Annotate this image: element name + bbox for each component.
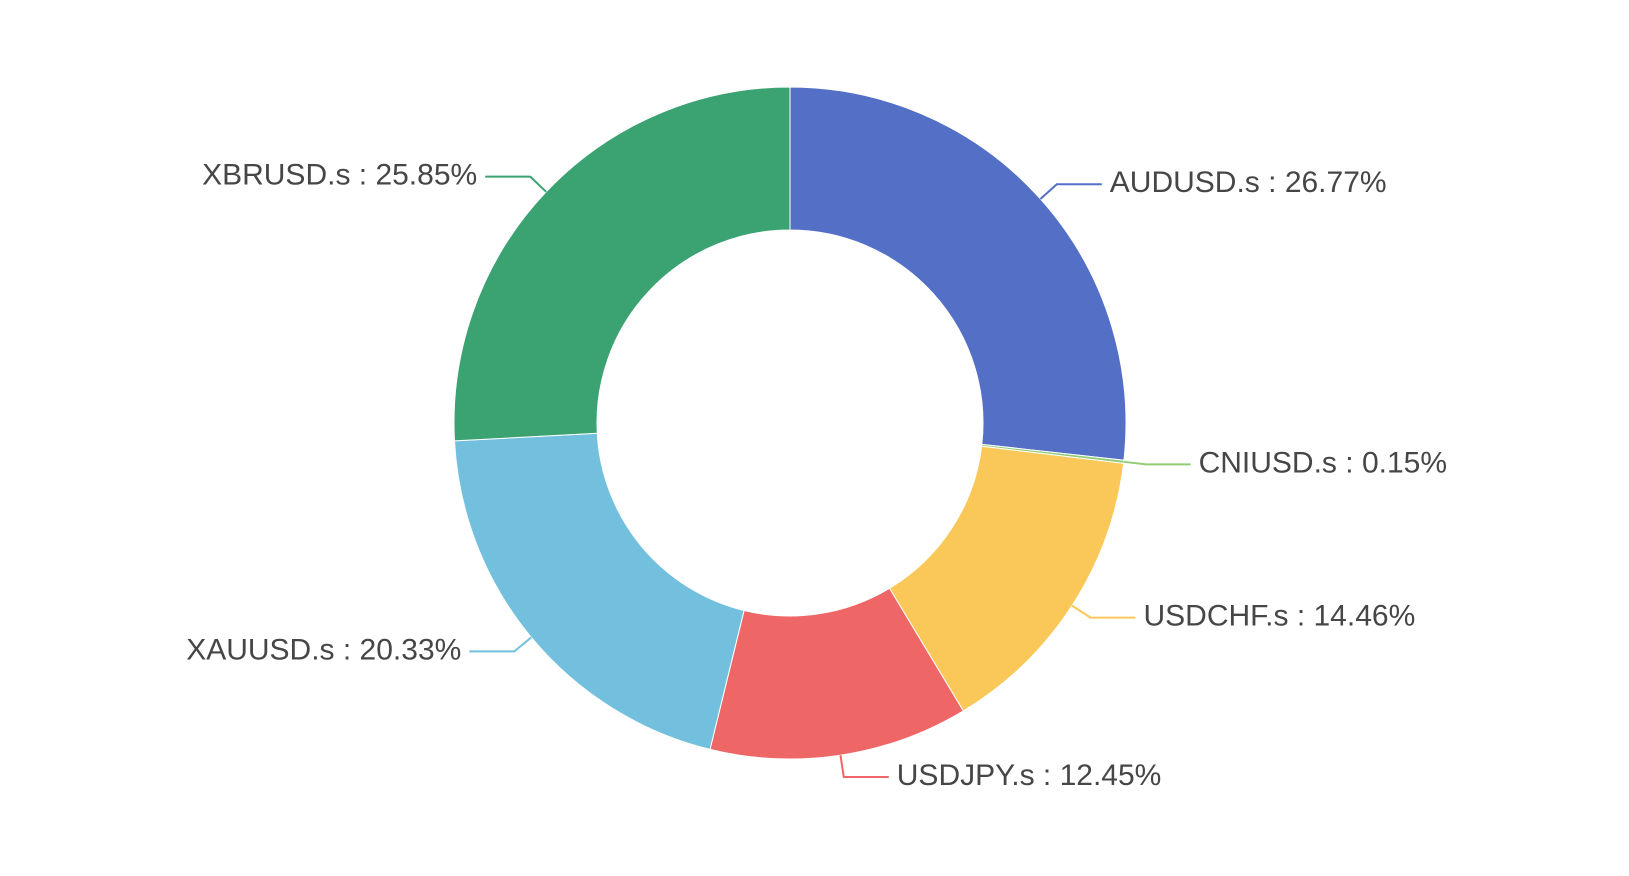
label-line: [469, 636, 532, 653]
slice: [453, 432, 745, 750]
slice: [453, 86, 791, 442]
label-line: [1123, 460, 1191, 466]
slice-label: XBRUSD.s : 25.85%: [202, 159, 477, 192]
label-line: [1071, 604, 1136, 619]
label-line: [485, 175, 547, 193]
slice-label: AUDUSD.s : 26.77%: [1110, 166, 1387, 199]
slice-label: USDCHF.s : 14.46%: [1143, 600, 1415, 633]
label-line: [1039, 183, 1102, 200]
slice-label: XAUUSD.s : 20.33%: [186, 633, 461, 666]
slice: [789, 86, 1127, 461]
label-line: [839, 755, 889, 778]
slice-label: CNIUSD.s : 0.15%: [1199, 446, 1447, 479]
slice-label: USDJPY.s : 12.45%: [897, 759, 1162, 792]
